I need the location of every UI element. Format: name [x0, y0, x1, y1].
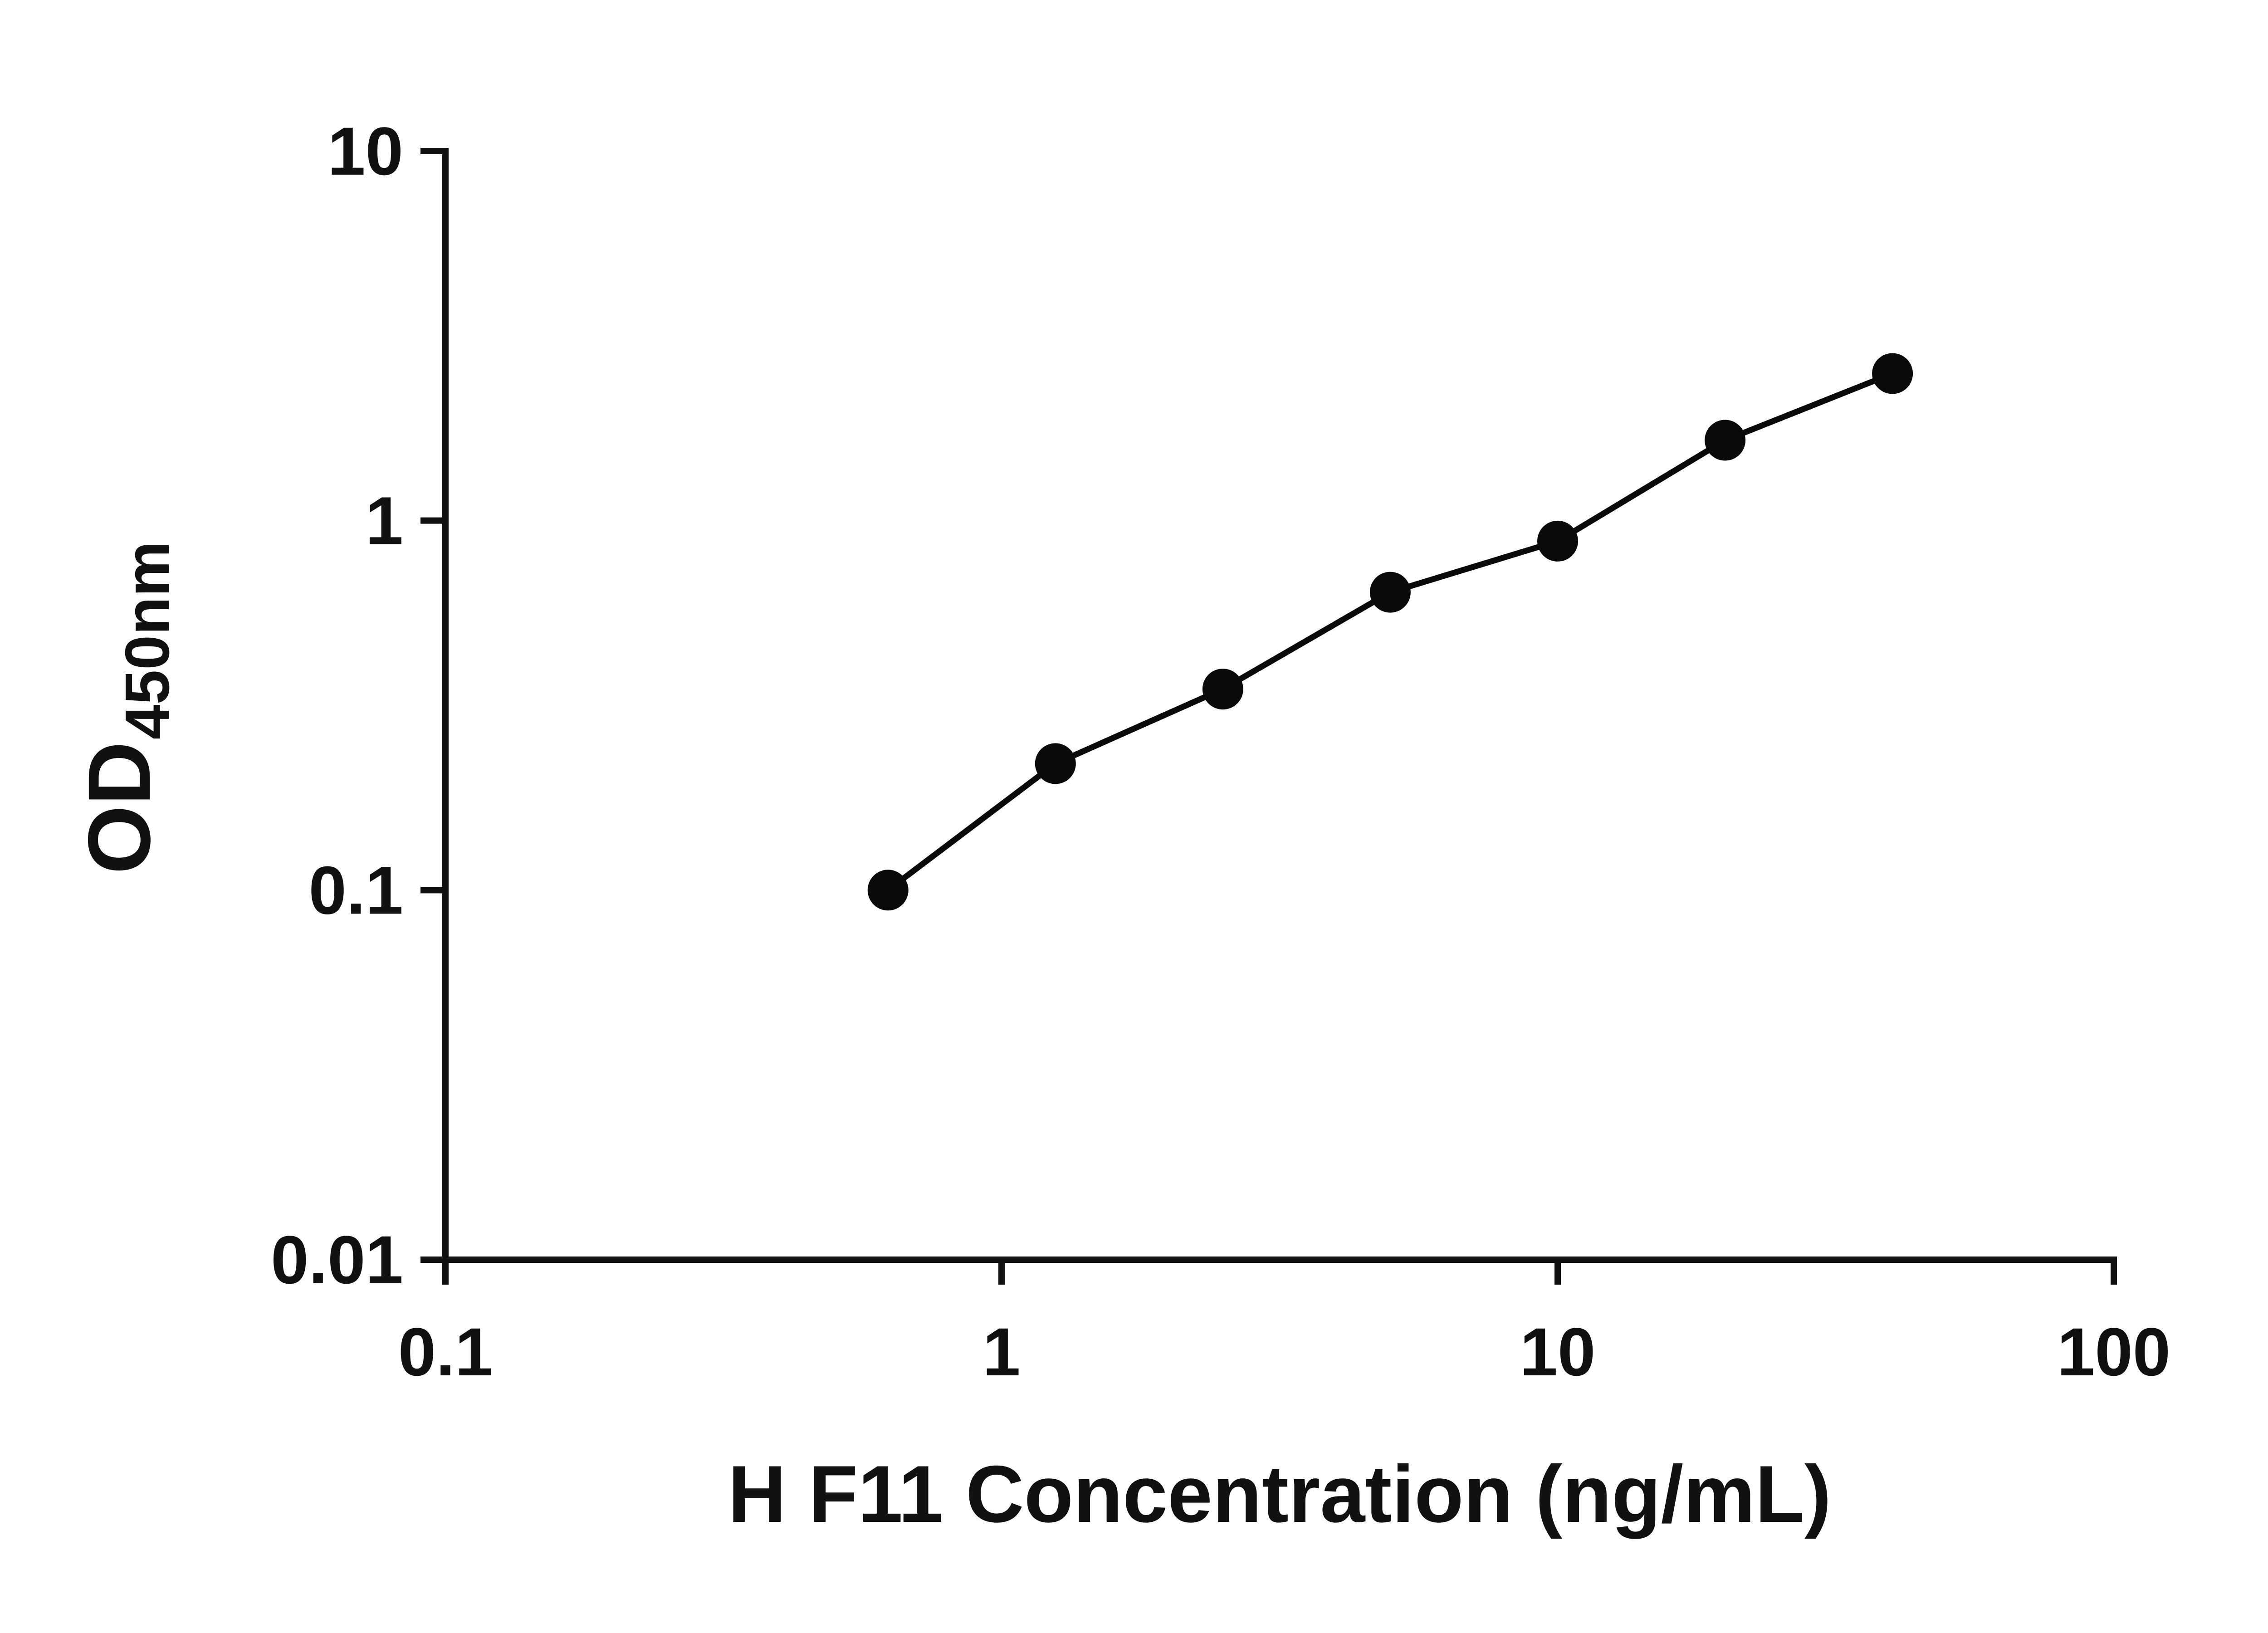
y-ticks — [420, 148, 445, 1263]
data-point-marker — [867, 870, 909, 911]
x-tick-label: 100 — [2057, 1314, 2170, 1390]
data-point-marker — [1537, 520, 1578, 562]
x-tick-label: 10 — [1520, 1314, 1596, 1390]
data-point-marker — [1035, 743, 1076, 784]
y-tick-label: 10 — [327, 113, 403, 189]
data-point-marker — [1705, 420, 1746, 461]
y-tick-label: 0.1 — [308, 852, 403, 928]
data-point-marker — [1202, 669, 1243, 710]
data-point-marker — [1369, 572, 1411, 613]
plot-area — [867, 353, 1913, 911]
data-point-marker — [1872, 353, 1913, 394]
x-axis: 0.1 1 10 100 — [398, 1257, 2170, 1390]
y-tick-labels: 0.01 0.1 1 10 — [271, 113, 403, 1298]
x-tick-labels: 0.1 1 10 100 — [398, 1314, 2170, 1390]
x-tick-label: 1 — [982, 1314, 1020, 1390]
y-axis-title-subscript: 450nm — [112, 541, 182, 739]
y-tick-label: 1 — [366, 483, 403, 559]
y-axis: 0.01 0.1 1 10 — [271, 113, 449, 1298]
x-ticks — [442, 1260, 2117, 1285]
y-tick-label: 0.01 — [271, 1222, 403, 1298]
x-axis-title: H F11 Concentration (ng/mL) — [728, 1449, 1832, 1539]
x-tick-label: 0.1 — [398, 1314, 493, 1390]
y-axis-title-main: OD — [70, 742, 169, 875]
data-points-layer — [867, 353, 1913, 911]
y-axis-title: OD 450nm — [70, 541, 182, 874]
